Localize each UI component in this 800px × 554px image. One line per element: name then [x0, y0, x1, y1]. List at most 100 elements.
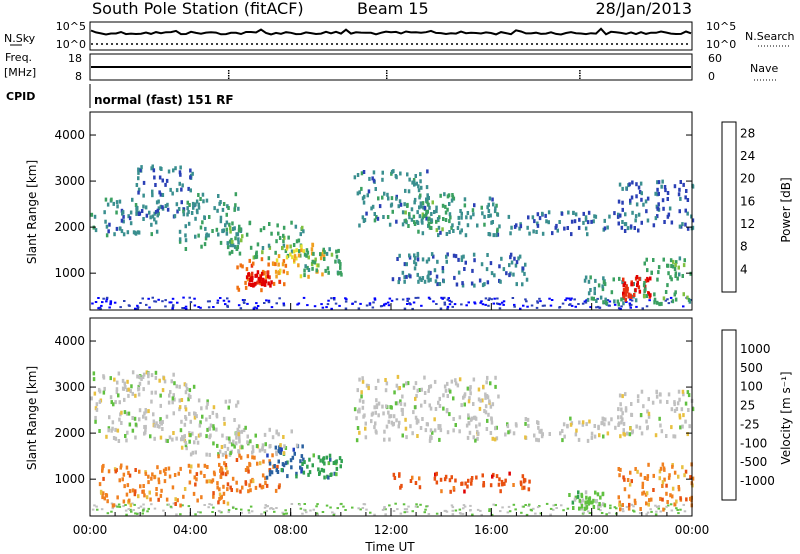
ground-cell — [193, 297, 196, 300]
range-gate-cell — [673, 400, 676, 405]
range-gate-cell — [277, 262, 280, 267]
range-gate-cell — [260, 282, 264, 287]
ground-cell — [372, 301, 375, 304]
range-gate-cell — [128, 473, 132, 478]
range-gate-cell — [420, 387, 423, 392]
range-gate-cell — [627, 506, 631, 511]
range-gate-cell — [617, 495, 620, 500]
range-gate-cell — [307, 472, 310, 477]
ground-cell — [344, 307, 348, 310]
range-gate-cell — [151, 214, 155, 219]
range-gate-cell — [279, 443, 282, 448]
range-gate-cell — [295, 239, 299, 244]
range-gate-cell — [195, 472, 199, 477]
range-gate-cell — [628, 432, 632, 437]
range-gate-cell — [164, 182, 167, 187]
range-gate-cell — [663, 477, 666, 482]
range-gate-cell — [687, 393, 691, 398]
range-gate-cell — [165, 414, 169, 419]
range-gate-cell — [382, 215, 385, 219]
range-gate-cell — [116, 428, 120, 433]
range-gate-cell — [231, 441, 235, 446]
ground-cell — [181, 504, 184, 507]
range-gate-cell — [159, 417, 162, 422]
ground-cell — [552, 508, 555, 511]
range-gate-cell — [465, 215, 468, 220]
range-gate-cell — [689, 496, 692, 501]
range-gate-cell — [275, 258, 279, 263]
ground-cell — [395, 298, 399, 301]
range-gate-cell — [674, 271, 678, 276]
range-gate-cell — [293, 451, 296, 456]
range-gate-cell — [131, 428, 135, 433]
range-gate-cell — [497, 394, 500, 399]
range-gate-cell — [411, 475, 414, 480]
range-gate-cell — [426, 209, 429, 214]
range-gate-cell — [472, 377, 476, 382]
range-gate-cell — [98, 482, 102, 487]
range-gate-cell — [259, 228, 263, 233]
range-gate-cell — [638, 289, 642, 294]
ground-cell — [344, 297, 347, 300]
range-gate-cell — [678, 272, 681, 277]
range-gate-cell — [95, 402, 99, 407]
range-gate-cell — [161, 205, 164, 210]
range-gate-cell — [226, 482, 230, 487]
range-gate-cell — [485, 427, 489, 431]
range-gate-cell — [398, 420, 401, 425]
range-gate-cell — [270, 470, 274, 475]
range-gate-cell — [107, 428, 110, 433]
range-gate-cell — [486, 253, 489, 257]
ground-cell — [197, 511, 200, 513]
ground-cell — [189, 301, 193, 304]
range-gate-cell — [586, 297, 590, 302]
range-gate-cell — [628, 182, 631, 187]
range-gate-cell — [178, 237, 182, 242]
range-gate-cell — [547, 210, 551, 215]
range-gate-cell — [317, 263, 320, 268]
range-gate-cell — [246, 434, 249, 439]
ground-cell — [462, 504, 466, 507]
range-gate-cell — [238, 453, 241, 458]
range-gate-cell — [104, 493, 108, 497]
range-gate-cell — [446, 394, 449, 398]
range-gate-cell — [147, 480, 150, 485]
range-gate-cell — [661, 497, 664, 502]
range-gate-cell — [398, 277, 401, 282]
ground-cell — [513, 303, 516, 306]
range-gate-cell — [169, 187, 172, 192]
range-gate-cell — [332, 461, 336, 465]
range-gate-cell — [640, 191, 643, 196]
range-gate-cell — [118, 478, 121, 483]
range-gate-cell — [417, 229, 420, 234]
x-tick-label: 20:00 — [574, 523, 609, 537]
range-gate-cell — [512, 431, 516, 436]
range-gate-cell — [268, 427, 271, 432]
range-gate-cell — [193, 475, 196, 480]
range-gate-cell — [388, 437, 391, 442]
range-gate-cell — [589, 275, 592, 280]
range-gate-cell — [512, 483, 515, 487]
range-gate-cell — [150, 232, 153, 237]
range-gate-cell — [395, 196, 398, 201]
range-gate-cell — [646, 474, 650, 479]
range-gate-cell — [115, 390, 119, 395]
ground-cell — [490, 513, 494, 516]
range-gate-cell — [593, 424, 596, 428]
range-gate-cell — [215, 227, 219, 232]
range-gate-cell — [228, 251, 232, 256]
range-gate-cell — [671, 264, 675, 269]
range-gate-cell — [360, 186, 363, 191]
range-gate-cell — [189, 433, 192, 438]
ground-cell — [197, 306, 200, 308]
range-gate-cell — [413, 200, 416, 205]
range-gate-cell — [630, 402, 633, 406]
range-gate-cell — [677, 265, 680, 270]
range-gate-cell — [152, 168, 156, 173]
range-gate-cell — [644, 199, 648, 204]
range-gate-cell — [313, 260, 317, 265]
range-gate-cell — [448, 219, 451, 224]
range-gate-cell — [601, 421, 604, 425]
range-gate-cell — [396, 257, 399, 261]
